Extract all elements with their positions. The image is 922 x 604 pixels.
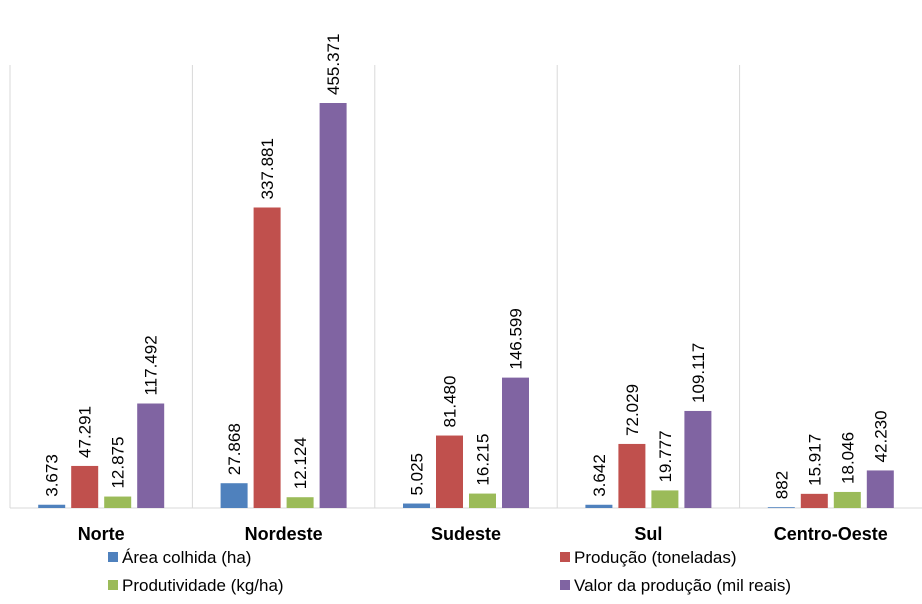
data-label: 109.117 — [689, 343, 708, 403]
data-label: 117.492 — [142, 335, 161, 395]
bar — [220, 483, 248, 508]
category-label: Sul — [634, 524, 662, 544]
category-label: Centro-Oeste — [774, 524, 888, 544]
data-label: 12.875 — [109, 437, 128, 489]
bar — [585, 504, 613, 508]
bar — [71, 465, 99, 508]
legend-label: Área colhida (ha) — [122, 548, 251, 567]
data-label: 16.215 — [474, 434, 493, 486]
bar — [800, 493, 828, 508]
data-label: 19.777 — [656, 430, 675, 482]
legend-swatch — [560, 580, 570, 590]
data-label: 5.025 — [408, 453, 427, 496]
category-label: Nordeste — [245, 524, 323, 544]
legend-swatch — [560, 552, 570, 562]
legend-swatch — [108, 580, 118, 590]
bar — [767, 507, 795, 509]
bar — [319, 103, 347, 508]
category-label: Sudeste — [431, 524, 501, 544]
bar — [502, 377, 529, 508]
bar — [104, 496, 132, 508]
bar — [38, 504, 66, 508]
category-label: Norte — [78, 524, 125, 544]
bar — [286, 497, 314, 508]
data-label: 3.642 — [590, 454, 609, 497]
legend-label: Produção (toneladas) — [574, 548, 737, 567]
data-label: 72.029 — [623, 384, 642, 436]
data-label: 18.046 — [838, 432, 857, 484]
data-label: 337.881 — [258, 138, 277, 199]
legend-label: Produtividade (kg/ha) — [122, 576, 284, 595]
data-label: 146.599 — [507, 308, 526, 369]
data-label: 15.917 — [805, 434, 824, 486]
bar — [618, 443, 646, 508]
data-label: 47.291 — [76, 406, 95, 458]
data-label: 882 — [772, 471, 791, 499]
data-label: 81.480 — [441, 376, 460, 428]
data-label: 42.230 — [871, 410, 890, 462]
bar — [253, 207, 281, 508]
legend-swatch — [108, 552, 118, 562]
legend-label: Valor da produção (mil reais) — [574, 576, 791, 595]
bar — [833, 491, 861, 508]
bar — [436, 435, 463, 508]
bar — [866, 470, 894, 508]
data-label: 3.673 — [43, 454, 62, 497]
bar — [469, 493, 496, 508]
bar — [651, 490, 679, 508]
bar — [684, 410, 712, 508]
bar — [137, 403, 165, 508]
data-label: 27.868 — [225, 423, 244, 475]
data-label: 455.371 — [324, 34, 343, 95]
data-label: 12.124 — [291, 437, 310, 489]
bar — [403, 503, 430, 508]
